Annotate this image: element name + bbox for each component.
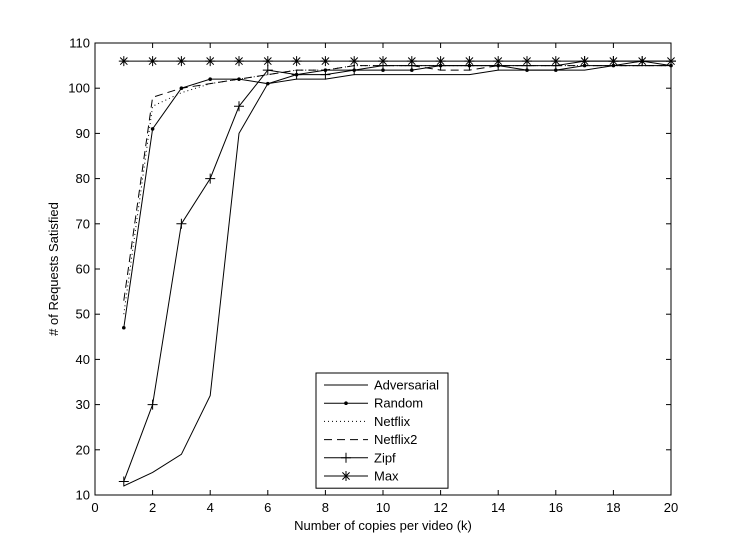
legend-entry: Netflix2	[324, 432, 417, 447]
data-point-asterisk	[341, 471, 351, 481]
data-point-asterisk	[493, 56, 504, 67]
data-point-asterisk	[205, 56, 216, 67]
data-point-asterisk	[147, 56, 158, 67]
legend-label: Adversarial	[374, 378, 439, 393]
data-point-asterisk	[349, 56, 360, 67]
legend-entry: Random	[324, 396, 423, 411]
data-point-asterisk	[435, 56, 446, 67]
data-point-asterisk	[262, 56, 273, 67]
legend: Adversarial Random Netflix Netflix2 Zipf Max	[315, 372, 449, 489]
data-point-asterisk	[579, 56, 590, 67]
series-line	[123, 65, 671, 315]
y-tick-label: 100	[68, 81, 90, 96]
data-point-plus	[341, 452, 351, 463]
data-point-plus	[176, 218, 187, 229]
y-tick-label: 30	[76, 397, 90, 412]
series-group	[118, 56, 676, 487]
legend-label: Random	[374, 396, 423, 411]
y-tick-label: 90	[76, 126, 90, 141]
data-point-asterisk	[378, 56, 388, 67]
x-tick-label: 8	[322, 500, 329, 515]
data-point-plus	[349, 65, 360, 76]
data-point-dot	[266, 81, 270, 86]
data-point-asterisk	[234, 56, 244, 67]
data-point-plus	[147, 399, 158, 410]
series-netflix	[123, 65, 671, 315]
y-tick-label: 10	[76, 488, 90, 503]
legend-box	[315, 372, 449, 489]
series-line	[123, 60, 671, 482]
y-tick-label: 20	[76, 442, 90, 457]
legend-entry: Max	[324, 469, 399, 484]
y-tick-label: 60	[76, 262, 90, 277]
x-tick-label: 16	[549, 500, 563, 515]
data-point-plus	[262, 65, 273, 76]
series-random	[122, 59, 673, 330]
y-tick-label: 110	[69, 36, 90, 51]
series-adversarial	[123, 65, 671, 487]
data-point-asterisk	[522, 56, 532, 67]
x-tick-label: 4	[207, 500, 214, 515]
data-point-dot	[208, 77, 212, 81]
data-point-asterisk	[118, 56, 129, 67]
data-point-asterisk	[637, 56, 648, 67]
data-point-asterisk	[320, 56, 331, 67]
legend-label: Max	[374, 469, 399, 484]
legend-entry: Adversarial	[324, 378, 439, 393]
x-tick-label: 6	[264, 500, 271, 515]
series-max	[118, 56, 676, 67]
x-tick-label: 12	[433, 500, 447, 515]
x-tick-label: 14	[491, 500, 505, 515]
series-line	[123, 65, 671, 301]
data-point-asterisk	[608, 56, 619, 67]
data-point-asterisk	[406, 56, 417, 67]
data-point-asterisk	[464, 56, 475, 67]
series-line	[123, 65, 671, 487]
x-tick-label: 18	[606, 500, 620, 515]
data-point-plus	[291, 69, 302, 80]
legend-label: Netflix	[374, 414, 411, 429]
legend-label: Zipf	[374, 450, 396, 465]
data-point-plus	[205, 173, 216, 184]
y-tick-label: 50	[76, 307, 90, 322]
series-netflix2	[123, 65, 671, 301]
data-point-asterisk	[666, 56, 676, 67]
data-point-asterisk	[550, 56, 561, 67]
data-point-plus	[118, 476, 129, 487]
data-point-dot	[344, 401, 348, 406]
x-tick-label: 0	[91, 500, 98, 515]
x-axis: 0 2 4 6 8 10 12 14 16 18 20	[91, 43, 678, 515]
x-tick-label: 2	[149, 500, 156, 515]
data-point-asterisk	[291, 56, 302, 67]
x-tick-label: 10	[376, 500, 390, 515]
x-axis-label: Number of copies per video (k)	[294, 518, 472, 533]
legend-label: Netflix2	[374, 432, 417, 447]
legend-entry: Netflix	[324, 414, 411, 429]
y-axis-label: # of Requests Satisfied	[46, 202, 61, 336]
data-point-dot	[150, 127, 155, 131]
data-point-dot	[122, 325, 126, 330]
legend-entry: Zipf	[324, 450, 396, 465]
y-axis: 10 20 30 40 50 60 70 80 90 100 110	[68, 36, 671, 503]
data-point-plus	[320, 69, 331, 80]
y-tick-label: 70	[76, 216, 90, 231]
y-tick-label: 40	[76, 352, 90, 367]
series-line	[123, 60, 672, 328]
data-point-plus	[234, 101, 244, 112]
x-tick-label: 20	[664, 500, 678, 515]
y-tick-label: 80	[76, 171, 90, 186]
data-point-asterisk	[176, 56, 187, 67]
